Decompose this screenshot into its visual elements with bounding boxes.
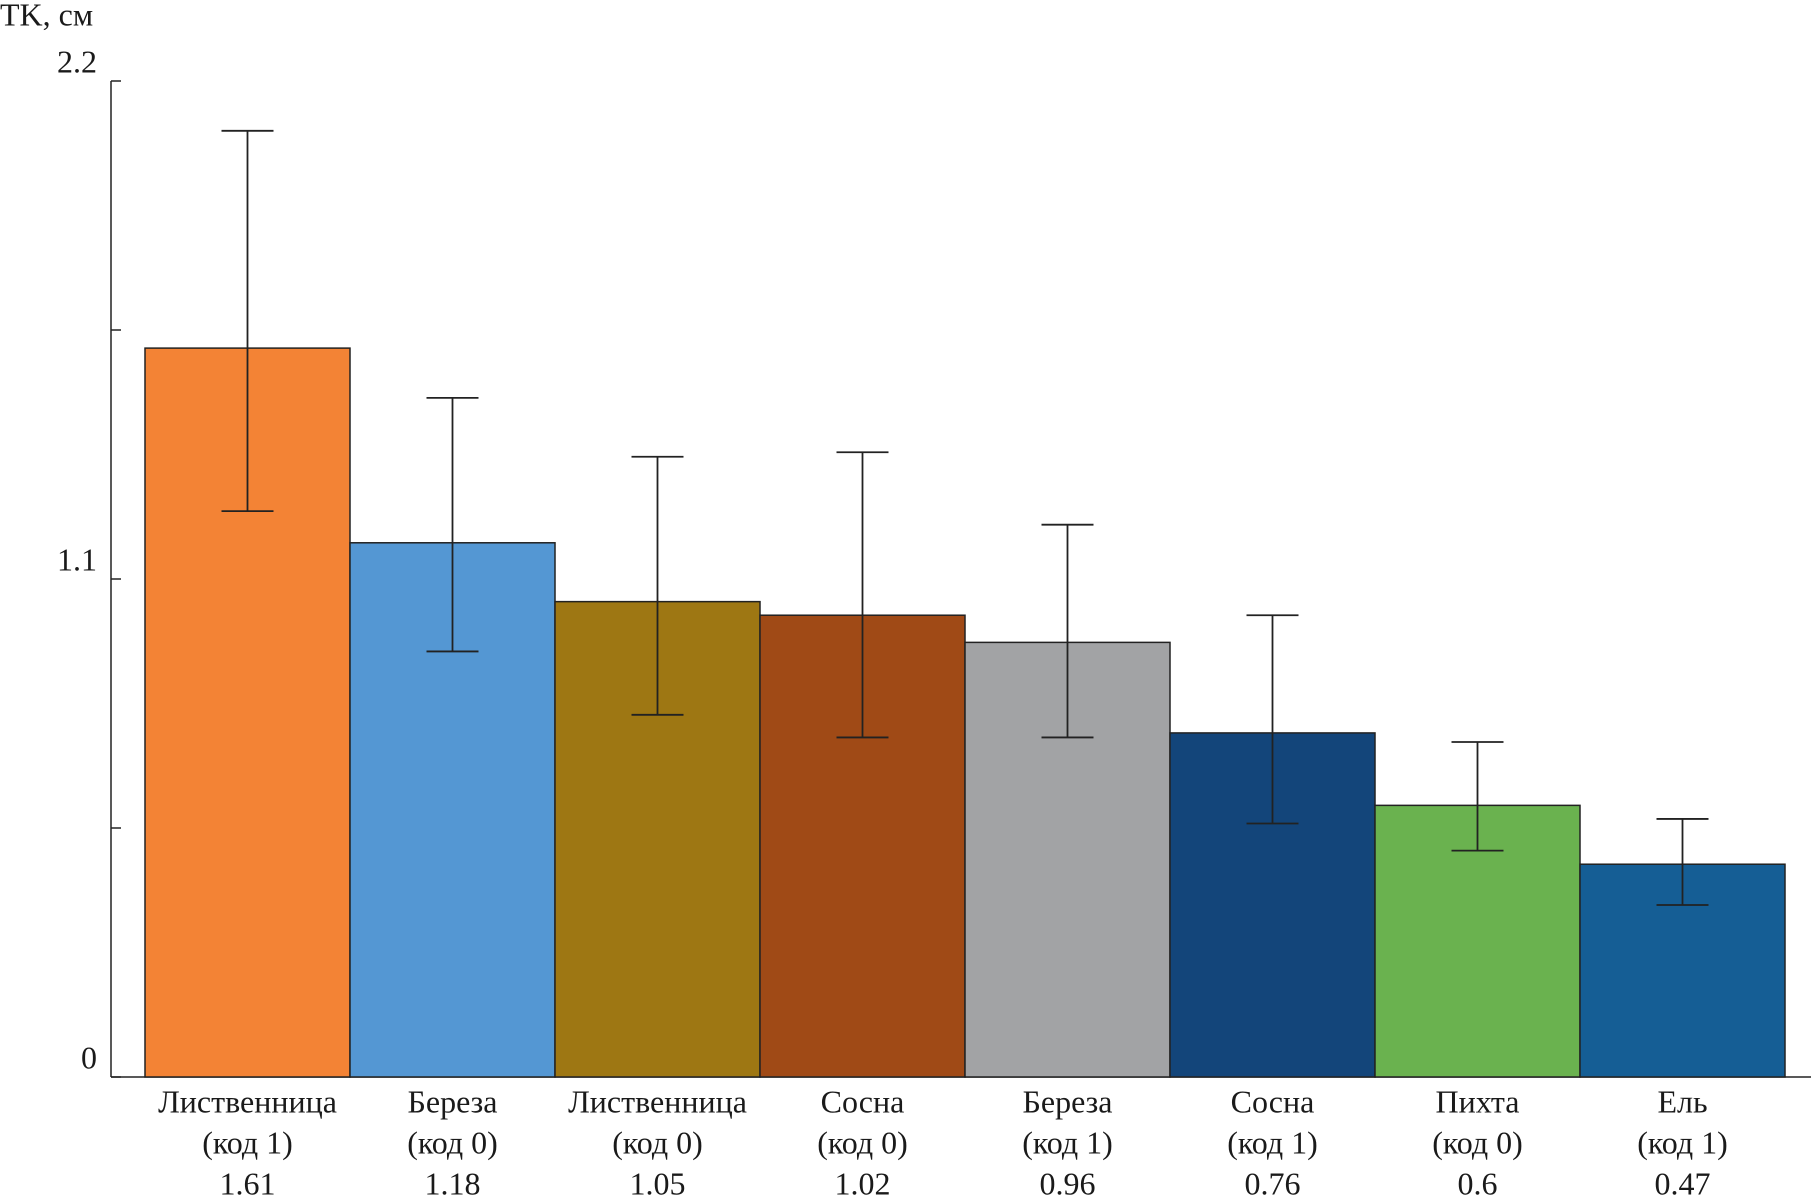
category-code: (код 1)	[1022, 1124, 1113, 1160]
category-name: Лиственница	[158, 1083, 337, 1119]
category-code: (код 0)	[612, 1124, 703, 1160]
y-tick-label: 0	[81, 1039, 97, 1075]
category-name: Лиственница	[568, 1083, 747, 1119]
category-name: Береза	[407, 1083, 497, 1119]
category-name: Сосна	[821, 1083, 905, 1119]
value-label: 1.18	[425, 1165, 481, 1200]
y-axis-label: TK, см	[0, 0, 93, 32]
value-label: 1.05	[630, 1165, 686, 1200]
value-label: 0.96	[1040, 1165, 1096, 1200]
value-label: 1.02	[835, 1165, 891, 1200]
value-label: 0.6	[1458, 1165, 1498, 1200]
category-name: Ель	[1657, 1083, 1707, 1119]
y-tick-label: 2.2	[57, 43, 97, 79]
category-code: (код 0)	[817, 1124, 908, 1160]
category-name: Пихта	[1435, 1083, 1519, 1119]
y-tick-label: 1.1	[57, 541, 97, 577]
category-code: (код 1)	[1227, 1124, 1318, 1160]
category-code: (код 0)	[407, 1124, 498, 1160]
value-label: 0.47	[1655, 1165, 1711, 1200]
category-name: Сосна	[1231, 1083, 1315, 1119]
category-code: (код 1)	[202, 1124, 293, 1160]
value-label: 1.61	[220, 1165, 276, 1200]
category-code: (код 0)	[1432, 1124, 1523, 1160]
category-name: Береза	[1022, 1083, 1112, 1119]
value-label: 0.76	[1245, 1165, 1301, 1200]
category-code: (код 1)	[1637, 1124, 1728, 1160]
